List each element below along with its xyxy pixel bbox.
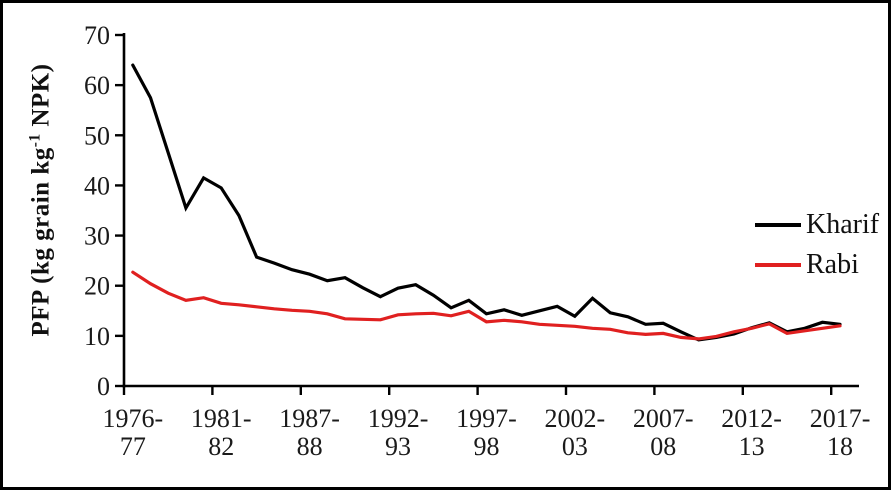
- x-tick-label-line1: 1976-: [103, 404, 164, 433]
- x-tick-label-line1: 1992-: [368, 404, 429, 433]
- x-tick-label-line2: 98: [473, 432, 499, 461]
- y-axis-title-superscript: -1: [26, 133, 44, 148]
- y-tick-label: 20: [84, 272, 110, 301]
- y-tick-label: 0: [97, 372, 110, 401]
- x-tick-label-line2: 03: [562, 432, 588, 461]
- legend-label-rabi: Rabi: [806, 249, 859, 280]
- x-tick-label-line1: 1987-: [279, 404, 340, 433]
- x-tick-label-line2: 88: [297, 432, 323, 461]
- series-line-rabi: [131, 270, 842, 341]
- x-tick-label-line1: 2017-: [810, 404, 871, 433]
- series-line-kharif: [131, 63, 842, 342]
- x-tick-label-line1: 2007-: [633, 404, 694, 433]
- y-axis-title-text: PFP (kg grain kg: [27, 147, 55, 337]
- legend: Kharif Rabi: [755, 205, 879, 285]
- x-tick-label-line1: 1981-: [191, 404, 252, 433]
- legend-line-kharif: [755, 223, 801, 227]
- x-tick-label-line1: 2012-: [721, 404, 782, 433]
- x-tick-label-line2: 93: [385, 432, 411, 461]
- y-tick-label: 10: [84, 322, 110, 351]
- x-tick-label-line1: 1997-: [456, 404, 517, 433]
- legend-entry-kharif: Kharif: [755, 205, 879, 245]
- x-tick-label-line2: 82: [208, 432, 234, 461]
- y-tick-label: 30: [84, 222, 110, 251]
- pfp-line-chart: 0 10 20 30 40 50 60 70 1976-77 1981-82 1987-88 1992…: [84, 21, 871, 461]
- y-axis-title: PFP (kg grain kg-1 NPK): [26, 63, 55, 336]
- y-tick-label: 60: [84, 71, 110, 100]
- legend-label-kharif: Kharif: [806, 209, 880, 240]
- y-tick-label: 70: [84, 21, 110, 50]
- legend-entry-rabi: Rabi: [755, 245, 879, 285]
- x-tick-label-line2: 18: [827, 432, 853, 461]
- y-axis-title-suffix: NPK): [27, 63, 55, 134]
- y-tick-label: 50: [84, 121, 110, 150]
- legend-line-rabi: [755, 263, 801, 267]
- y-tick-label: 40: [84, 171, 110, 200]
- x-tick-label-line1: 2002-: [545, 404, 606, 433]
- x-tick-label-line2: 77: [120, 432, 146, 461]
- x-tick-label-line2: 08: [650, 432, 676, 461]
- x-tick-label-line2: 13: [739, 432, 765, 461]
